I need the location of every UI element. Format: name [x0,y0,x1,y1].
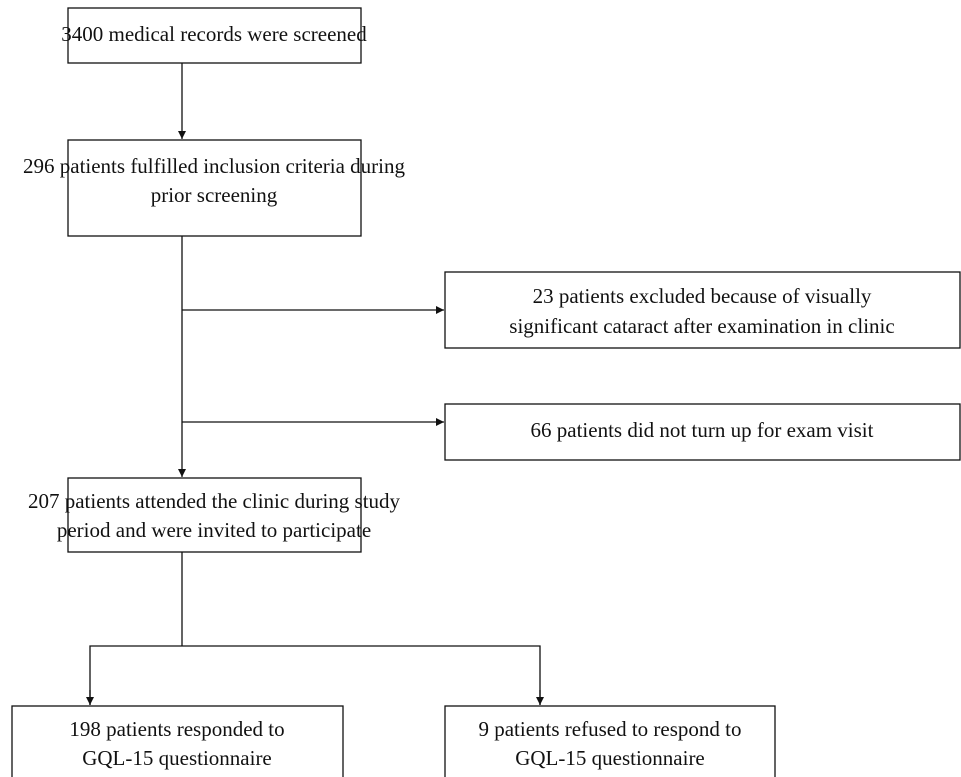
node-text: 207 patients attended the clinic during … [28,489,401,513]
node-text: prior screening [151,183,278,207]
node-text: 9 patients refused to respond to [478,717,741,741]
node-text: 198 patients responded to [69,717,284,741]
node-text: 66 patients did not turn up for exam vis… [531,418,874,442]
node-text: GQL-15 questionnaire [82,746,272,770]
box [67,7,362,64]
node-text: period and were invited to participate [57,518,371,542]
box [444,271,961,349]
node-text: significant cataract after examination i… [509,314,894,338]
connector [89,645,541,705]
box [67,139,362,237]
node-text: GQL-15 questionnaire [515,746,705,770]
box [11,705,344,777]
node-text: 3400 medical records were screened [61,22,367,46]
box [444,705,776,777]
box [444,403,961,461]
box [67,477,362,553]
node-text: 23 patients excluded because of visually [533,284,872,308]
node-text: 296 patients fulfilled inclusion criteri… [23,154,405,178]
